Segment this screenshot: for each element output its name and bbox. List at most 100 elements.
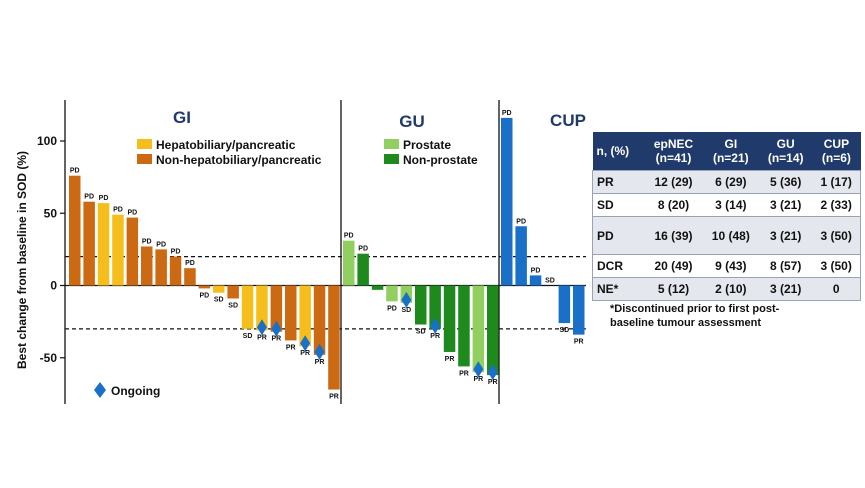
header-line: n, (%) — [596, 144, 630, 158]
ongoing-marker-icon — [401, 291, 412, 308]
waterfall-chart: 100 50 0 -50 Best change from baseline in SO… — [15, 100, 586, 404]
row-label: PR — [592, 170, 645, 194]
table-header-row: n, (%) epNEC (n=41) GI (n=21) GU (n=14) CUP… — [592, 132, 861, 171]
table-cell: 2 (10) — [702, 277, 760, 301]
response-label: PD — [142, 238, 152, 245]
response-label: PR — [286, 344, 296, 351]
bar — [443, 285, 456, 352]
response-label: PR — [300, 350, 310, 357]
header-line: (n=6) — [821, 151, 851, 165]
legend-label: Hepatobiliary/pancreatic — [156, 138, 296, 152]
response-label: PR — [329, 394, 339, 401]
ongoing-marker-icon — [430, 317, 441, 334]
table-cell: 20 (49) — [644, 254, 703, 278]
bar — [558, 285, 571, 324]
bar — [313, 285, 326, 355]
bar — [501, 117, 513, 286]
bar — [357, 253, 369, 286]
bar — [343, 240, 355, 286]
y-tick-label: 50 — [44, 206, 58, 220]
table-header-cell: CUP (n=6) — [812, 132, 861, 171]
response-label: PR — [430, 333, 440, 340]
group-title: GI — [173, 108, 191, 127]
table-header-cell: n, (%) — [592, 132, 645, 171]
table-cell: 3 (21) — [759, 193, 813, 217]
table-cell: 6 (29) — [702, 170, 760, 194]
response-label: PD — [199, 292, 209, 299]
bar — [227, 285, 239, 299]
response-label: PR — [445, 356, 455, 363]
bar — [386, 285, 398, 302]
response-label: SD — [228, 303, 238, 310]
y-tick-label: 0 — [50, 279, 57, 293]
response-label: PR — [459, 370, 469, 377]
bar — [299, 285, 311, 347]
bar — [112, 214, 124, 286]
table-cell: 0 — [812, 277, 861, 301]
row-label: PD — [592, 216, 645, 255]
header-line: (n=14) — [767, 151, 804, 165]
table-cell: 3 (21) — [759, 277, 813, 301]
table-cell: 5 (36) — [759, 170, 813, 194]
response-label: SD — [243, 333, 253, 340]
table-cell: 1 (17) — [812, 170, 861, 194]
y-axis-label: Best change from baseline in SOD (%) — [15, 151, 29, 369]
header-line: (n=21) — [712, 151, 749, 165]
response-label: PD — [185, 260, 195, 267]
response-summary-table: n, (%) epNEC (n=41) GI (n=21) GU (n=14) CUP… — [592, 132, 861, 301]
table-header-cell: GU (n=14) — [759, 132, 813, 171]
ongoing-marker-icon — [256, 319, 267, 336]
bar — [83, 201, 95, 286]
table-cell: 10 (48) — [702, 216, 760, 255]
table-cell: 2 (33) — [812, 193, 861, 217]
table-header-cell: epNEC (n=41) — [644, 132, 703, 171]
response-label: PD — [113, 207, 123, 214]
row-label: SD — [592, 193, 645, 217]
response-label: PD — [84, 194, 94, 201]
table-row: PR 12 (29) 6 (29) 5 (36) 1 (17) — [592, 170, 861, 194]
table-cell: 12 (29) — [644, 170, 703, 194]
table-cell: 8 (20) — [644, 193, 703, 217]
table-cell: 3 (50) — [812, 254, 861, 278]
table-row: SD 8 (20) 3 (14) 3 (21) 2 (33) — [592, 193, 861, 217]
ongoing-marker-icon — [271, 320, 282, 337]
legend-swatch — [384, 154, 399, 164]
response-label: PR — [257, 334, 267, 341]
response-label: PD — [127, 210, 137, 217]
bar — [515, 226, 527, 286]
y-tick-label: -50 — [40, 351, 58, 365]
response-label: PR — [473, 376, 483, 383]
legend-diamond-icon — [94, 382, 106, 398]
response-label: PD — [358, 246, 368, 253]
legend-swatch — [384, 139, 399, 149]
group-title: CUP — [550, 111, 586, 130]
response-label: SD — [416, 329, 426, 336]
response-label: PD — [502, 110, 512, 117]
response-label: PR — [315, 359, 325, 366]
response-label: SD — [401, 307, 411, 314]
legend-label: Ongoing — [111, 384, 160, 398]
response-label: PD — [531, 267, 541, 274]
bar — [256, 285, 268, 331]
header-line: GI — [724, 137, 738, 151]
row-label: DCR — [592, 254, 645, 278]
bar — [415, 285, 427, 325]
response-label: PD — [387, 305, 397, 312]
bar — [241, 285, 254, 329]
group-title: GU — [399, 112, 425, 131]
response-label: PD — [344, 233, 354, 240]
bar — [198, 285, 211, 289]
bar — [155, 249, 167, 286]
header-line: epNEC — [653, 137, 694, 151]
table-cell: 3 (21) — [759, 216, 813, 255]
table-row: DCR 20 (49) 9 (43) 8 (57) 3 (50) — [592, 254, 861, 278]
bar — [169, 256, 182, 286]
ongoing-marker-icon — [300, 335, 311, 352]
legend-swatch — [137, 139, 152, 149]
bar — [371, 285, 384, 290]
bar — [69, 175, 81, 286]
bar — [529, 275, 542, 286]
table-row: PD 16 (39) 10 (48) 3 (21) 3 (50) — [592, 216, 861, 255]
bar — [184, 268, 196, 286]
response-label: PD — [516, 218, 526, 225]
